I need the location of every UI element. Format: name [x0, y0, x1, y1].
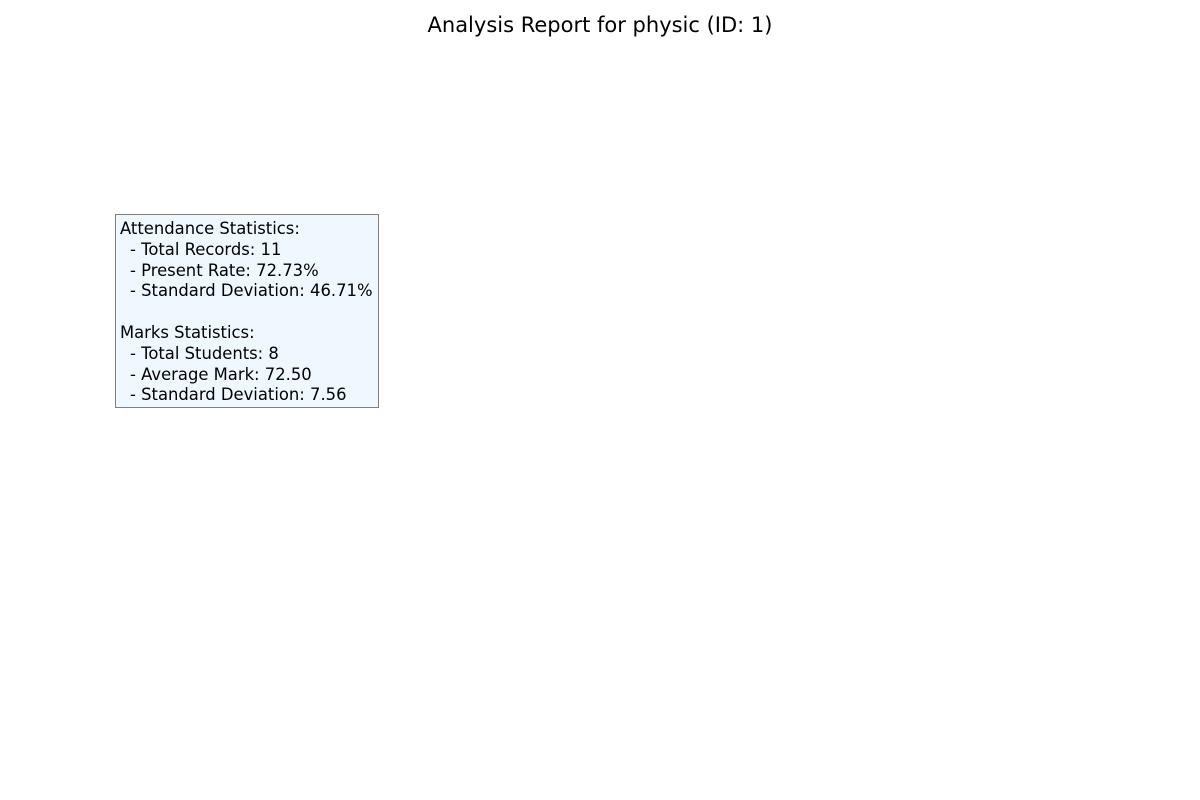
page-title: Analysis Report for physic (ID: 1) [427, 13, 773, 37]
marks-heading: Marks Statistics: [120, 322, 255, 342]
attendance-std-dev: - Standard Deviation: 46.71% [130, 281, 373, 301]
marks-std-dev: - Standard Deviation: 7.56 [130, 385, 347, 405]
marks-total-students: - Total Students: 8 [130, 343, 279, 363]
marks-average-mark: - Average Mark: 72.50 [130, 364, 312, 384]
attendance-present-rate: - Present Rate: 72.73% [130, 260, 319, 280]
attendance-total-records: - Total Records: 11 [130, 239, 282, 259]
section-spacer [120, 302, 378, 323]
statistics-box: Attendance Statistics: - Total Records: … [115, 214, 379, 408]
attendance-heading: Attendance Statistics: [120, 219, 300, 238]
